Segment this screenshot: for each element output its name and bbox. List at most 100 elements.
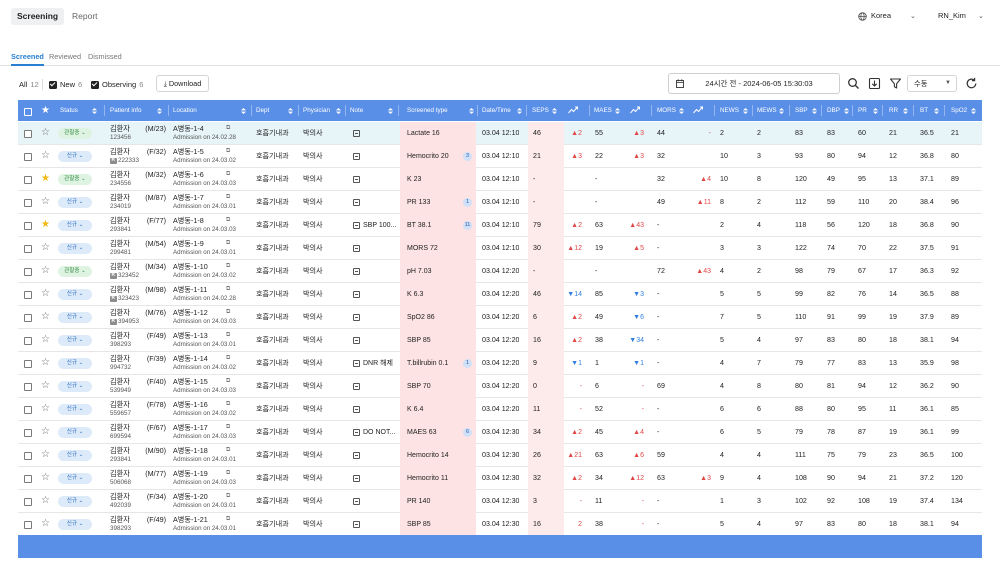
- screened-type-cell[interactable]: Hemocrito 11: [400, 467, 476, 490]
- copy-icon[interactable]: ⧉: [226, 332, 231, 338]
- patient-name[interactable]: 김환자: [110, 377, 130, 386]
- patient-name[interactable]: 김환자: [110, 239, 130, 248]
- row-checkbox[interactable]: [24, 222, 32, 230]
- copy-icon[interactable]: ⧉: [226, 240, 231, 246]
- status-badge[interactable]: 신규 ⌄: [58, 381, 92, 392]
- table-row[interactable]: ☆ 관찰중 ⌄ 김환자 (M/34) R 323452 A병동-1-10 ⧉ Admission…: [18, 260, 982, 283]
- header-dbp[interactable]: DBP: [827, 107, 840, 114]
- star-outline-icon[interactable]: ☆: [41, 334, 50, 345]
- subtab-reviewed[interactable]: Reviewed: [49, 52, 82, 61]
- sort-icon[interactable]: [241, 108, 246, 114]
- subtab-screened[interactable]: Screened: [11, 51, 44, 66]
- screened-type-cell[interactable]: pH 7.03: [400, 260, 476, 283]
- header-status[interactable]: Status: [60, 107, 78, 114]
- note-text[interactable]: SBP 100...: [363, 222, 397, 229]
- copy-icon[interactable]: ⧉: [226, 171, 231, 177]
- star-outline-icon[interactable]: ☆: [41, 518, 50, 529]
- sort-icon[interactable]: [288, 108, 293, 114]
- status-badge[interactable]: 신규 ⌄: [58, 289, 92, 300]
- note-icon[interactable]: [353, 245, 360, 252]
- patient-name[interactable]: 김환자: [110, 308, 130, 317]
- sort-icon[interactable]: [517, 108, 522, 114]
- patient-name[interactable]: 김환자: [110, 469, 130, 478]
- chevron-down-icon[interactable]: ⌄: [978, 13, 984, 20]
- table-row[interactable]: ☆ 신규 ⌄ 김환자 (M/76) R 394953 A병동-1-12 ⧉ Admission …: [18, 306, 982, 329]
- screened-type-cell[interactable]: K 6.4: [400, 398, 476, 421]
- copy-icon[interactable]: ⧉: [226, 516, 231, 522]
- note-icon[interactable]: [353, 176, 360, 183]
- copy-icon[interactable]: ⧉: [226, 309, 231, 315]
- star-outline-icon[interactable]: ☆: [41, 311, 50, 322]
- header-datetime[interactable]: Date/Time: [482, 107, 511, 114]
- header-seps[interactable]: SEPS: [532, 107, 549, 114]
- sort-icon[interactable]: [743, 108, 748, 114]
- star-outline-icon[interactable]: ☆: [41, 288, 50, 299]
- patient-name[interactable]: 김환자: [110, 285, 130, 294]
- status-badge[interactable]: 신규 ⌄: [58, 197, 92, 208]
- sort-icon[interactable]: [615, 108, 620, 114]
- sort-icon[interactable]: [971, 108, 976, 114]
- status-badge[interactable]: 신규 ⌄: [58, 220, 92, 231]
- patient-name[interactable]: 김환자: [110, 400, 130, 409]
- screened-type-cell[interactable]: SBP 70: [400, 375, 476, 398]
- star-outline-icon[interactable]: ☆: [41, 403, 50, 414]
- trend-icon[interactable]: [693, 106, 703, 114]
- header-dept[interactable]: Dept: [256, 107, 270, 114]
- copy-icon[interactable]: ⧉: [226, 424, 231, 430]
- status-badge[interactable]: 신규 ⌄: [58, 335, 92, 346]
- row-checkbox[interactable]: [24, 153, 32, 161]
- row-checkbox[interactable]: [24, 199, 32, 207]
- star-outline-icon[interactable]: ☆: [41, 150, 50, 161]
- status-badge[interactable]: 관찰중 ⌄: [58, 174, 92, 185]
- header-screened-type[interactable]: Screened type: [407, 107, 448, 114]
- note-text[interactable]: DO NOT...: [363, 429, 396, 436]
- screened-type-cell[interactable]: PR 133 1: [400, 191, 476, 214]
- star-outline-icon[interactable]: ☆: [41, 196, 50, 207]
- note-text[interactable]: DNR 해제: [363, 360, 393, 367]
- star-outline-icon[interactable]: ☆: [41, 357, 50, 368]
- screened-type-cell[interactable]: Lactate 16: [400, 122, 476, 145]
- table-row[interactable]: ☆ 신규 ⌄ 김환자 (F/49) 398293 A병동-1-21 ⧉ Admission o…: [18, 513, 982, 536]
- table-row[interactable]: ☆ 신규 ⌄ 김환자 (F/67) 699594 A병동-1-17 ⧉ Admission o…: [18, 421, 982, 444]
- note-icon[interactable]: [353, 268, 360, 275]
- status-badge[interactable]: 신규 ⌄: [58, 243, 92, 254]
- table-row[interactable]: ★ 신규 ⌄ 김환자 (F/77) 293841 A병동-1-8 ⧉ Admission on…: [18, 214, 982, 237]
- note-icon[interactable]: [353, 406, 360, 413]
- table-row[interactable]: ☆ 신규 ⌄ 김환자 (F/49) 398293 A병동-1-13 ⧉ Admission o…: [18, 329, 982, 352]
- header-news[interactable]: NEWS: [720, 107, 739, 114]
- header-rr[interactable]: RR: [889, 107, 899, 114]
- note-icon[interactable]: [353, 222, 360, 229]
- copy-icon[interactable]: ⧉: [226, 355, 231, 361]
- table-row[interactable]: ☆ 신규 ⌄ 김환자 (M/98) R 323423 A병동-1-11 ⧉ Admission …: [18, 283, 982, 306]
- patient-name[interactable]: 김환자: [110, 216, 130, 225]
- sort-icon[interactable]: [934, 108, 939, 114]
- status-badge[interactable]: 신규 ⌄: [58, 473, 92, 484]
- copy-icon[interactable]: ⧉: [226, 263, 231, 269]
- sort-icon[interactable]: [779, 108, 784, 114]
- region-selector[interactable]: Korea: [858, 10, 891, 22]
- header-bt[interactable]: BT: [920, 107, 929, 114]
- star-filled-icon[interactable]: ★: [41, 173, 50, 184]
- download-button[interactable]: ⤓ Download: [156, 75, 209, 92]
- screened-type-cell[interactable]: Hemocrito 20 3: [400, 145, 476, 168]
- star-outline-icon[interactable]: ☆: [41, 380, 50, 391]
- patient-name[interactable]: 김환자: [110, 147, 130, 156]
- status-badge[interactable]: 신규 ⌄: [58, 404, 92, 415]
- note-icon[interactable]: [353, 153, 360, 160]
- row-checkbox[interactable]: [24, 452, 32, 460]
- screened-type-cell[interactable]: Hemocrito 14: [400, 444, 476, 467]
- note-icon[interactable]: [353, 429, 360, 436]
- header-mors[interactable]: MORS: [657, 107, 676, 114]
- table-row[interactable]: ☆ 신규 ⌄ 김환자 (M/87) 234019 A병동-1-7 ⧉ Admission on…: [18, 191, 982, 214]
- row-checkbox[interactable]: [24, 429, 32, 437]
- note-icon[interactable]: [353, 314, 360, 321]
- row-checkbox[interactable]: [24, 176, 32, 184]
- star-outline-icon[interactable]: ☆: [41, 495, 50, 506]
- note-icon[interactable]: [353, 360, 360, 367]
- checkbox-checked-icon[interactable]: [91, 80, 99, 89]
- sort-icon[interactable]: [157, 108, 162, 114]
- filter-all[interactable]: All 12: [19, 80, 39, 89]
- screened-type-cell[interactable]: K 6.3: [400, 283, 476, 306]
- row-checkbox[interactable]: [24, 360, 32, 368]
- patient-name[interactable]: 김환자: [110, 515, 130, 524]
